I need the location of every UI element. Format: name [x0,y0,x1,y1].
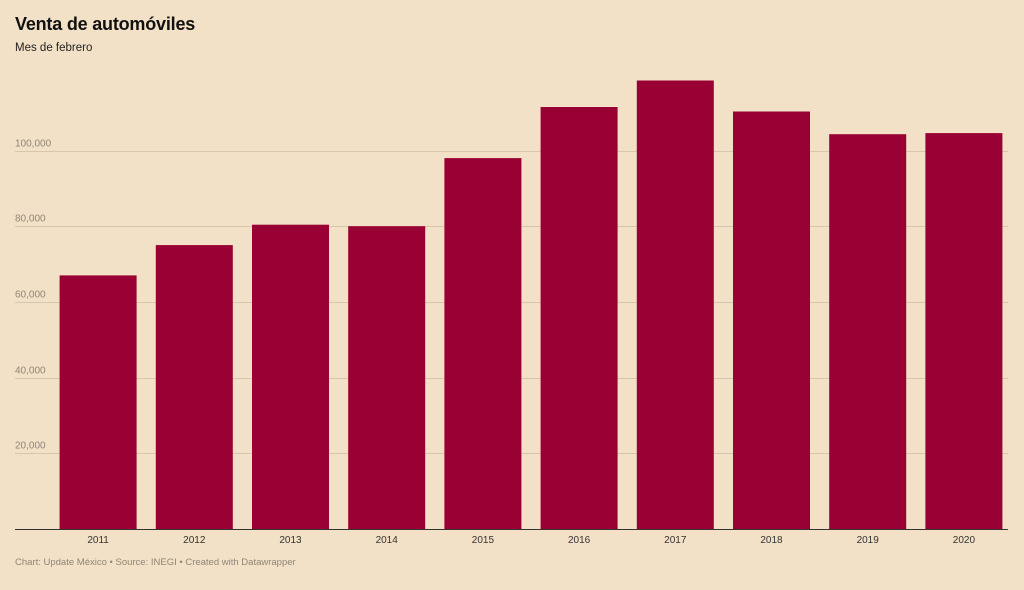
x-tick-label: 2018 [760,535,783,546]
y-tick-label: 80,000 [15,214,46,225]
chart-footer: Chart: Update México • Source: INEGI • C… [15,557,296,568]
x-tick-label: 2011 [87,535,109,546]
bar-2017 [636,80,714,529]
y-tick-label: 20,000 [15,441,46,452]
x-tick-label: 2016 [568,535,591,546]
y-tick-label: 40,000 [15,366,46,377]
bar-2013 [252,224,329,529]
x-tick-label: 2020 [953,535,976,546]
x-tick-label: 2012 [183,535,206,546]
bars [59,80,1003,529]
y-tick-label: 60,000 [15,290,46,301]
chart-subtitle: Mes de febrero [15,42,93,54]
x-tick-label: 2019 [857,535,880,546]
x-tick-label: 2017 [664,535,687,546]
bar-2014 [348,226,426,529]
bar-2018 [733,111,810,529]
bar-2011 [59,275,137,529]
y-tick-label: 100,000 [15,139,52,150]
bar-2012 [155,245,233,529]
chart-title: Venta de automóviles [15,14,196,34]
bar-2020 [925,133,1003,529]
x-tick-label: 2013 [279,535,302,546]
bar-2015 [444,158,522,529]
x-tick-label: 2014 [376,535,399,546]
bar-2016 [540,107,618,529]
x-tick-label: 2015 [472,535,495,546]
bar-2019 [829,134,907,529]
axes: 2011 2012 2013 2014 2015 2016 2017 2018 2019 2020 [15,529,1008,546]
